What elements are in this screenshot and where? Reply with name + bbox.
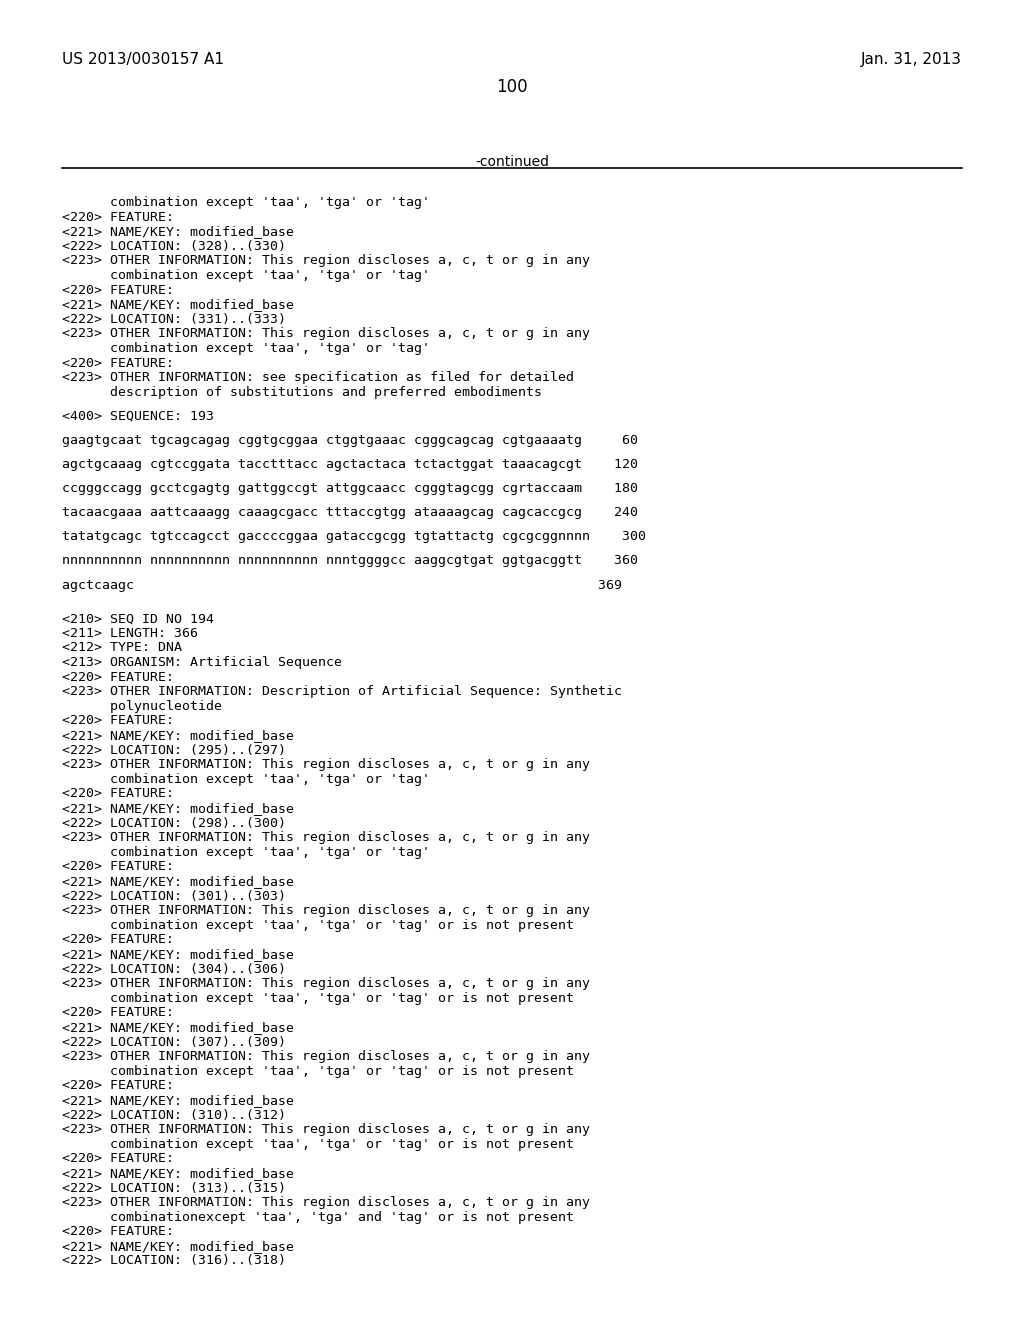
Text: <221> NAME/KEY: modified_base: <221> NAME/KEY: modified_base (62, 298, 294, 312)
Text: <222> LOCATION: (304)..(306): <222> LOCATION: (304)..(306) (62, 962, 286, 975)
Text: agctcaagc                                                          369: agctcaagc 369 (62, 578, 622, 591)
Text: <220> FEATURE:: <220> FEATURE: (62, 861, 174, 874)
Text: combination except 'taa', 'tga' or 'tag' or is not present: combination except 'taa', 'tga' or 'tag'… (62, 991, 574, 1005)
Text: nnnnnnnnnn nnnnnnnnnn nnnnnnnnnn nnntggggcc aaggcgtgat ggtgacggtt    360: nnnnnnnnnn nnnnnnnnnn nnnnnnnnnn nnntggg… (62, 554, 638, 568)
Text: <220> FEATURE:: <220> FEATURE: (62, 356, 174, 370)
Text: <220> FEATURE:: <220> FEATURE: (62, 1225, 174, 1238)
Text: <220> FEATURE:: <220> FEATURE: (62, 787, 174, 800)
Text: <223> OTHER INFORMATION: This region discloses a, c, t or g in any: <223> OTHER INFORMATION: This region dis… (62, 1196, 590, 1209)
Text: gaagtgcaat tgcagcagag cggtgcggaa ctggtgaaac cgggcagcag cgtgaaaatg     60: gaagtgcaat tgcagcagag cggtgcggaa ctggtga… (62, 434, 638, 447)
Text: <222> LOCATION: (301)..(303): <222> LOCATION: (301)..(303) (62, 890, 286, 903)
Text: combination except 'taa', 'tga' or 'tag': combination except 'taa', 'tga' or 'tag' (62, 772, 430, 785)
Text: <223> OTHER INFORMATION: This region discloses a, c, t or g in any: <223> OTHER INFORMATION: This region dis… (62, 1123, 590, 1137)
Text: <222> LOCATION: (316)..(318): <222> LOCATION: (316)..(318) (62, 1254, 286, 1267)
Text: combination except 'taa', 'tga' or 'tag': combination except 'taa', 'tga' or 'tag' (62, 846, 430, 859)
Text: <220> FEATURE:: <220> FEATURE: (62, 1152, 174, 1166)
Text: <223> OTHER INFORMATION: Description of Artificial Sequence: Synthetic: <223> OTHER INFORMATION: Description of … (62, 685, 622, 698)
Text: <220> FEATURE:: <220> FEATURE: (62, 1006, 174, 1019)
Text: <220> FEATURE:: <220> FEATURE: (62, 284, 174, 297)
Text: <222> LOCATION: (313)..(315): <222> LOCATION: (313)..(315) (62, 1181, 286, 1195)
Text: <221> NAME/KEY: modified_base: <221> NAME/KEY: modified_base (62, 1020, 294, 1034)
Text: <211> LENGTH: 366: <211> LENGTH: 366 (62, 627, 198, 640)
Text: <222> LOCATION: (295)..(297): <222> LOCATION: (295)..(297) (62, 743, 286, 756)
Text: <222> LOCATION: (331)..(333): <222> LOCATION: (331)..(333) (62, 313, 286, 326)
Text: <221> NAME/KEY: modified_base: <221> NAME/KEY: modified_base (62, 729, 294, 742)
Text: tatatgcagc tgtccagcct gaccccggaa gataccgcgg tgtattactg cgcgcggnnnn    300: tatatgcagc tgtccagcct gaccccggaa gataccg… (62, 531, 646, 544)
Text: description of substitutions and preferred embodiments: description of substitutions and preferr… (62, 385, 542, 399)
Text: <223> OTHER INFORMATION: see specification as filed for detailed: <223> OTHER INFORMATION: see specificati… (62, 371, 574, 384)
Text: <221> NAME/KEY: modified_base: <221> NAME/KEY: modified_base (62, 875, 294, 888)
Text: <223> OTHER INFORMATION: This region discloses a, c, t or g in any: <223> OTHER INFORMATION: This region dis… (62, 1051, 590, 1063)
Text: <221> NAME/KEY: modified_base: <221> NAME/KEY: modified_base (62, 226, 294, 238)
Text: <223> OTHER INFORMATION: This region discloses a, c, t or g in any: <223> OTHER INFORMATION: This region dis… (62, 832, 590, 843)
Text: <220> FEATURE:: <220> FEATURE: (62, 671, 174, 684)
Text: <221> NAME/KEY: modified_base: <221> NAME/KEY: modified_base (62, 948, 294, 961)
Text: <221> NAME/KEY: modified_base: <221> NAME/KEY: modified_base (62, 1239, 294, 1253)
Text: combination except 'taa', 'tga' or 'tag': combination except 'taa', 'tga' or 'tag' (62, 195, 430, 209)
Text: <221> NAME/KEY: modified_base: <221> NAME/KEY: modified_base (62, 803, 294, 814)
Text: <212> TYPE: DNA: <212> TYPE: DNA (62, 642, 182, 655)
Text: combination except 'taa', 'tga' or 'tag' or is not present: combination except 'taa', 'tga' or 'tag'… (62, 1065, 574, 1077)
Text: <223> OTHER INFORMATION: This region discloses a, c, t or g in any: <223> OTHER INFORMATION: This region dis… (62, 758, 590, 771)
Text: <223> OTHER INFORMATION: This region discloses a, c, t or g in any: <223> OTHER INFORMATION: This region dis… (62, 904, 590, 917)
Text: 100: 100 (497, 78, 527, 96)
Text: <400> SEQUENCE: 193: <400> SEQUENCE: 193 (62, 411, 214, 422)
Text: Jan. 31, 2013: Jan. 31, 2013 (861, 51, 962, 67)
Text: <210> SEQ ID NO 194: <210> SEQ ID NO 194 (62, 612, 214, 626)
Text: <222> LOCATION: (298)..(300): <222> LOCATION: (298)..(300) (62, 817, 286, 829)
Text: combinationexcept 'taa', 'tga' and 'tag' or is not present: combinationexcept 'taa', 'tga' and 'tag'… (62, 1210, 574, 1224)
Text: <220> FEATURE:: <220> FEATURE: (62, 933, 174, 946)
Text: <220> FEATURE:: <220> FEATURE: (62, 211, 174, 223)
Text: -continued: -continued (475, 154, 549, 169)
Text: <223> OTHER INFORMATION: This region discloses a, c, t or g in any: <223> OTHER INFORMATION: This region dis… (62, 255, 590, 268)
Text: polynucleotide: polynucleotide (62, 700, 222, 713)
Text: <223> OTHER INFORMATION: This region discloses a, c, t or g in any: <223> OTHER INFORMATION: This region dis… (62, 977, 590, 990)
Text: agctgcaaag cgtccggata tacctttacc agctactaca tctactggat taaacagcgt    120: agctgcaaag cgtccggata tacctttacc agctact… (62, 458, 638, 471)
Text: <221> NAME/KEY: modified_base: <221> NAME/KEY: modified_base (62, 1094, 294, 1107)
Text: combination except 'taa', 'tga' or 'tag': combination except 'taa', 'tga' or 'tag' (62, 269, 430, 282)
Text: combination except 'taa', 'tga' or 'tag': combination except 'taa', 'tga' or 'tag' (62, 342, 430, 355)
Text: <213> ORGANISM: Artificial Sequence: <213> ORGANISM: Artificial Sequence (62, 656, 342, 669)
Text: combination except 'taa', 'tga' or 'tag' or is not present: combination except 'taa', 'tga' or 'tag'… (62, 1138, 574, 1151)
Text: <220> FEATURE:: <220> FEATURE: (62, 714, 174, 727)
Text: <220> FEATURE:: <220> FEATURE: (62, 1080, 174, 1093)
Text: <222> LOCATION: (328)..(330): <222> LOCATION: (328)..(330) (62, 240, 286, 253)
Text: US 2013/0030157 A1: US 2013/0030157 A1 (62, 51, 224, 67)
Text: tacaacgaaa aattcaaagg caaagcgacc tttaccgtgg ataaaagcag cagcaccgcg    240: tacaacgaaa aattcaaagg caaagcgacc tttaccg… (62, 507, 638, 519)
Text: <221> NAME/KEY: modified_base: <221> NAME/KEY: modified_base (62, 1167, 294, 1180)
Text: ccgggccagg gcctcgagtg gattggccgt attggcaacc cgggtagcgg cgrtaccaam    180: ccgggccagg gcctcgagtg gattggccgt attggca… (62, 482, 638, 495)
Text: <222> LOCATION: (307)..(309): <222> LOCATION: (307)..(309) (62, 1035, 286, 1048)
Text: combination except 'taa', 'tga' or 'tag' or is not present: combination except 'taa', 'tga' or 'tag'… (62, 919, 574, 932)
Text: <223> OTHER INFORMATION: This region discloses a, c, t or g in any: <223> OTHER INFORMATION: This region dis… (62, 327, 590, 341)
Text: <222> LOCATION: (310)..(312): <222> LOCATION: (310)..(312) (62, 1109, 286, 1122)
